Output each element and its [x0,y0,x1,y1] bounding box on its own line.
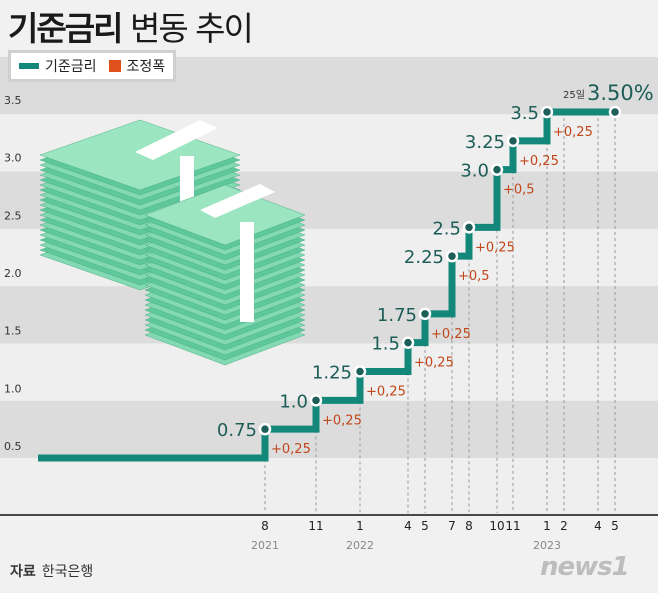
money-band [135,120,218,160]
y-tick-label: 1.0 [4,382,22,395]
end-value-label: 3.50% [587,81,654,105]
rate-label: 1.0 [279,391,308,412]
rate-point [353,365,367,378]
rate-label: 1.75 [377,305,417,326]
chart-title: 기준금리 변동 추이 [8,2,254,50]
change-label: +0,25 [322,413,362,428]
end-day-label: 25일 [563,89,585,101]
x-tick-month: 1 [356,519,364,533]
rate-point [401,336,415,349]
x-tick-month: 10 [489,519,504,533]
change-label: +0,25 [431,327,471,342]
change-label: +0,25 [414,356,454,371]
rate-point [506,134,520,148]
rate-label: 3.5 [510,103,539,124]
rate-point [445,249,459,263]
x-tick-month: 8 [465,519,473,533]
change-label: +0,5 [503,183,535,198]
grid-band [0,286,658,344]
grid-band [0,458,658,516]
x-tick-year: 2021 [251,539,279,552]
title-regular: 변동 추이 [129,9,254,48]
change-label: +0,25 [519,154,559,169]
legend-swatch-rate [19,63,39,69]
legend-swatch-change [108,60,121,72]
x-tick-year: 2023 [533,539,561,552]
legend-label-rate: 기준금리 [45,59,97,75]
change-label: +0,25 [366,385,406,400]
grid-band [0,400,658,459]
change-label: +0,25 [271,442,311,457]
x-tick-month: 5 [421,519,429,533]
y-tick-label: 0.5 [4,440,22,453]
rate-label: 1.5 [371,334,400,355]
rate-label: 0.75 [217,420,257,441]
end-point [608,105,622,119]
grid-band [0,343,658,401]
y-tick-label: 3.0 [4,152,22,165]
y-tick-label: 1.5 [4,325,22,338]
source-label: 자료 [10,564,36,580]
source: 자료 한국은행 [10,561,93,581]
rate-point [462,221,476,234]
money-band [200,184,275,218]
rate-point [490,163,504,176]
rate-point [418,307,432,321]
rate-point [309,394,323,407]
legend-label-change: 조정폭 [126,59,166,75]
legend: 기준금리 조정폭 [8,50,177,82]
x-tick-month: 2 [560,519,568,533]
x-tick-month: 7 [448,519,456,533]
rate-point [540,105,554,119]
source-value: 한국은행 [41,564,94,580]
rate-label: 2.5 [432,218,461,239]
x-tick-month: 5 [611,519,619,533]
y-tick-label: 2.5 [4,209,22,222]
y-tick-label: 2.0 [4,267,22,280]
rate-label: 2.25 [404,247,444,268]
money-band [240,222,254,322]
y-tick-label: 3.5 [4,94,22,107]
x-tick-month: 4 [404,519,412,533]
news1-logo: news1 [540,552,630,582]
change-label: +0,25 [553,125,593,140]
rate-label: 1.25 [312,363,352,384]
x-tick-month: 8 [261,519,269,533]
rate-label: 3.25 [465,132,505,153]
x-tick-year: 2022 [346,539,374,552]
x-tick-month: 11 [308,519,323,533]
rate-point [258,422,272,436]
money-layer [144,184,306,246]
change-label: +0,5 [458,269,490,284]
x-tick-month: 11 [505,519,520,533]
x-tick-month: 1 [543,519,551,533]
rate-label: 3.0 [460,161,489,182]
rate-step-line [38,108,615,462]
change-label: +0,25 [475,240,515,255]
x-tick-month: 4 [594,519,602,533]
title-bold: 기준금리 [8,9,123,48]
